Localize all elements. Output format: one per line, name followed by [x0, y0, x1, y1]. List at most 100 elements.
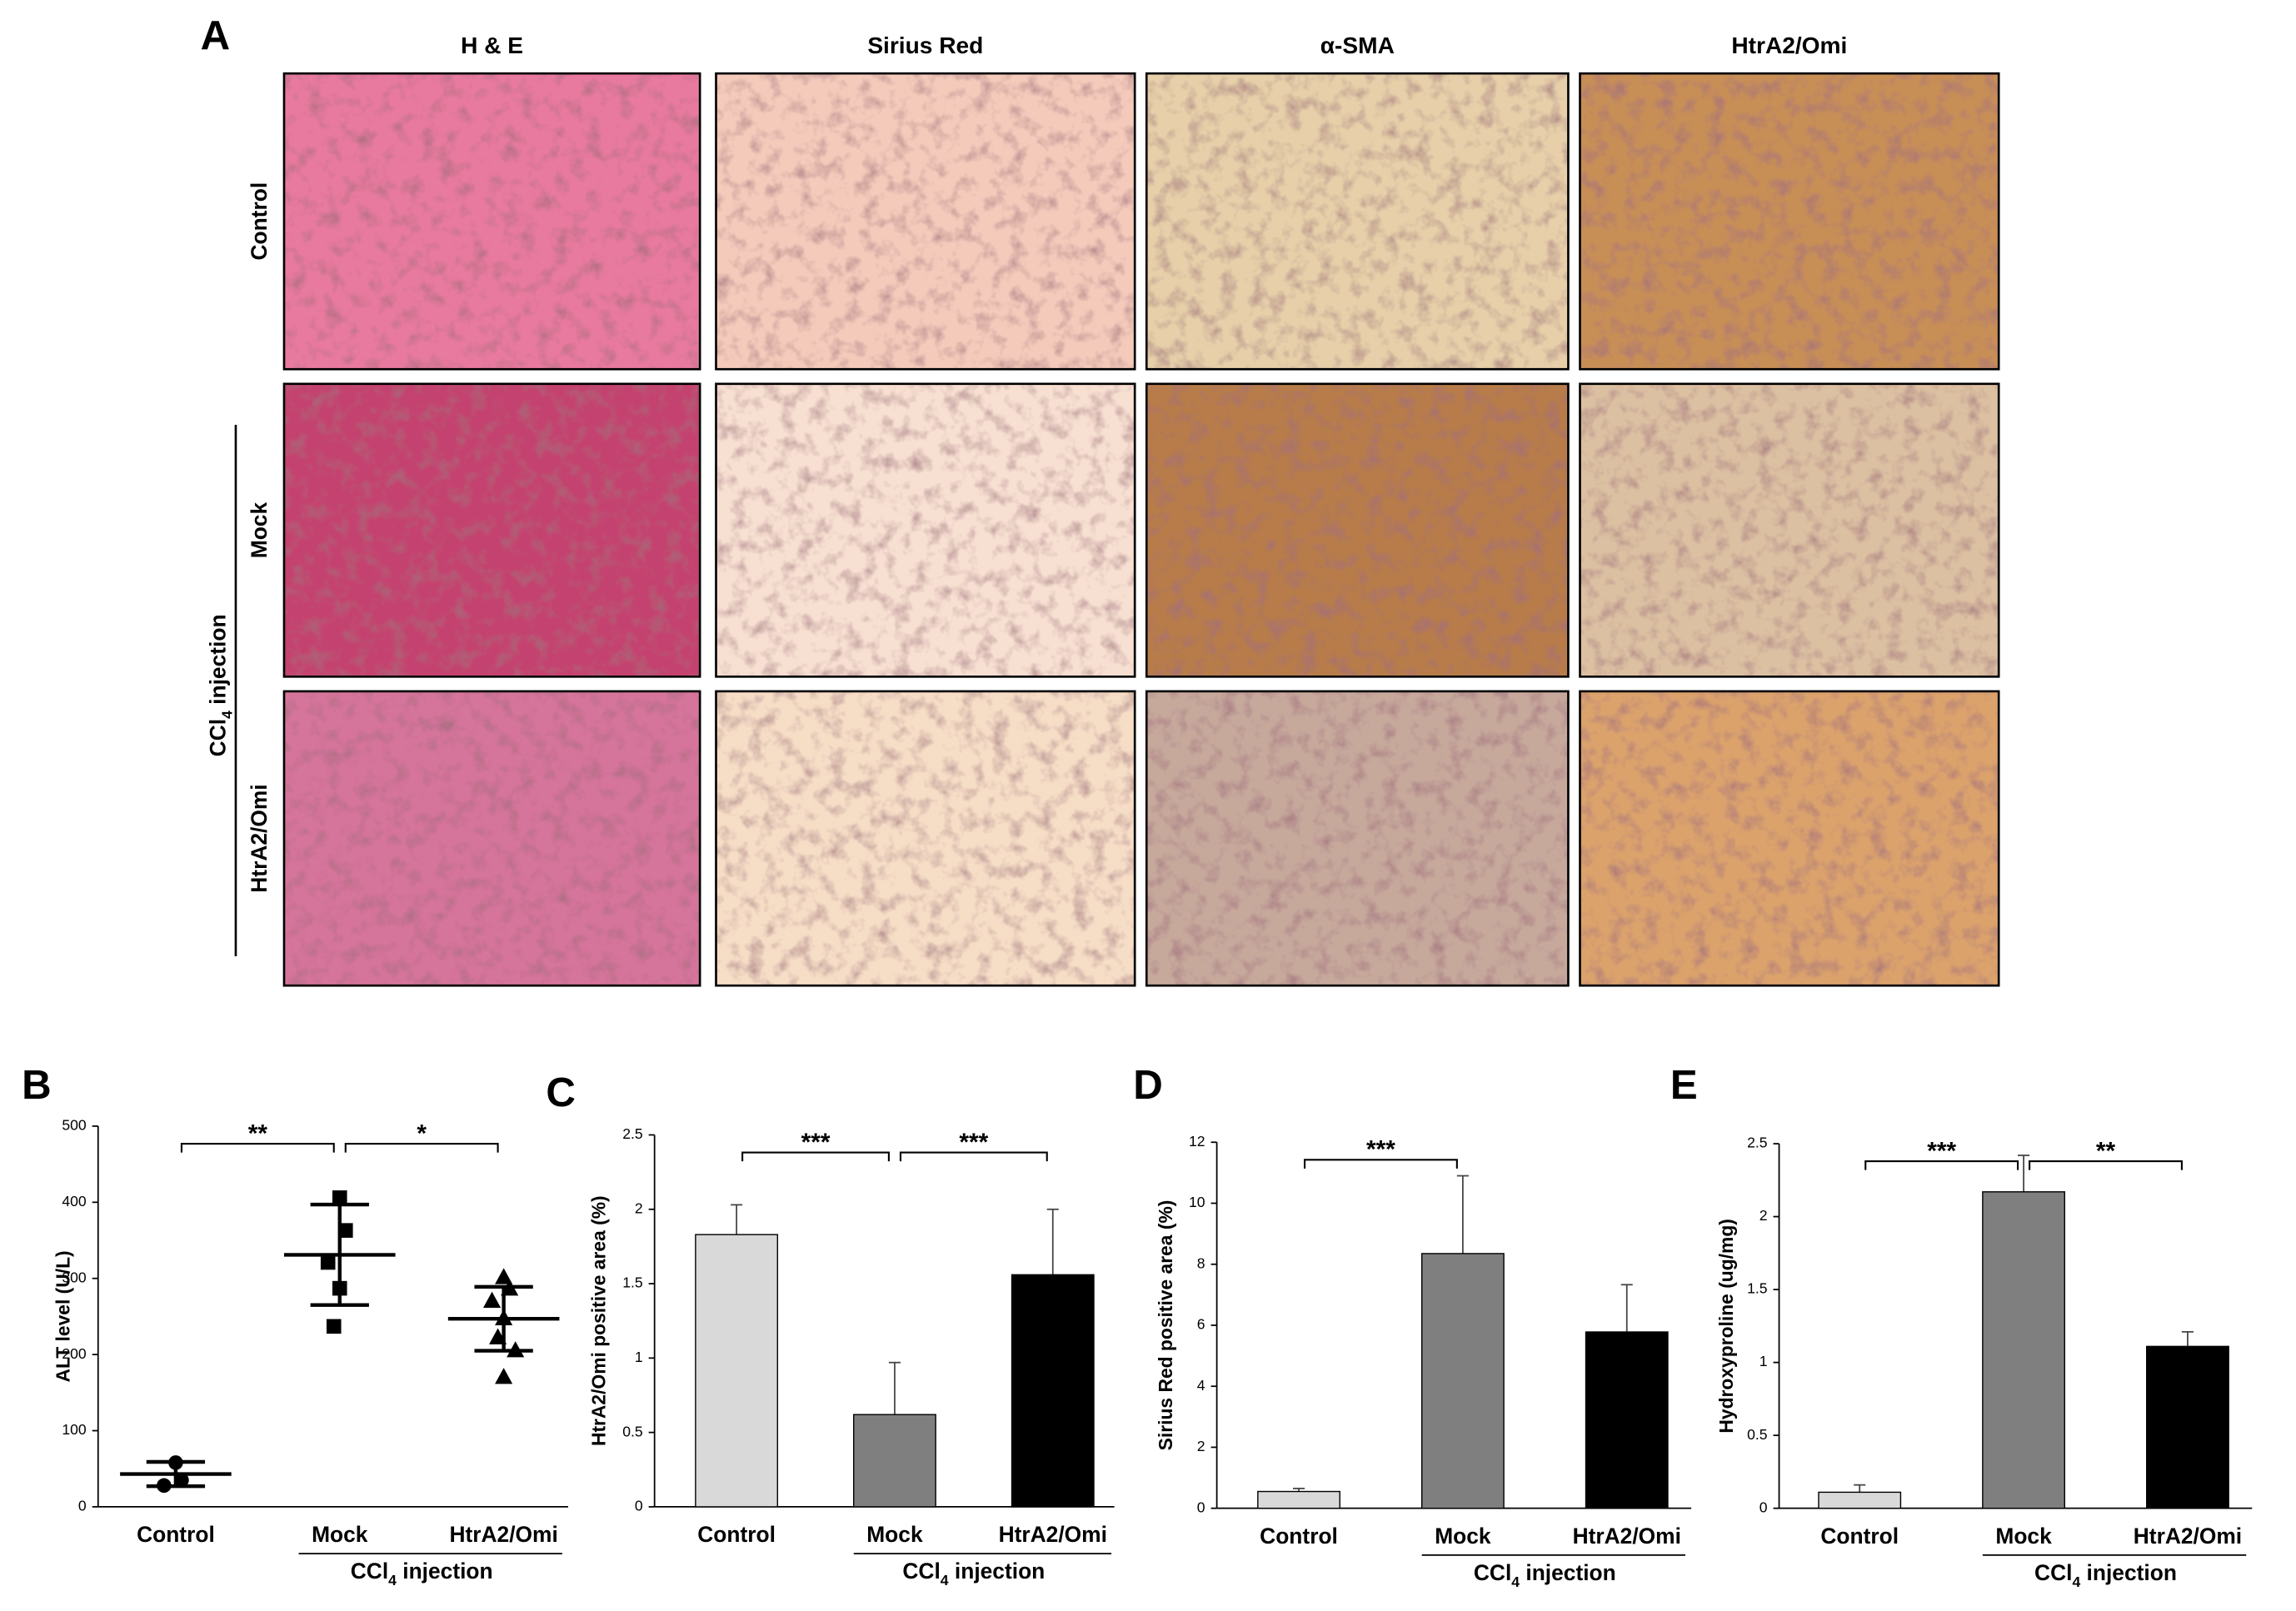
y-tick-label: 2 [1759, 1207, 1768, 1224]
micrograph [283, 383, 701, 677]
point [326, 1319, 342, 1334]
significance-label: ** [2096, 1137, 2116, 1165]
x-tick-label: Mock [866, 1522, 923, 1547]
group-label-sub: 4 [388, 1572, 397, 1589]
y-tick-label: 1 [1759, 1353, 1768, 1369]
significance-bracket [741, 1151, 890, 1162]
y-tick-label: 0 [1759, 1499, 1768, 1515]
group-label-tail: injection [397, 1559, 493, 1584]
group-label: CCl4 injection [2034, 1560, 2177, 1590]
y-axis-label: Hydroxyproline (ug/mg) [1715, 1219, 1737, 1433]
x-tick-label: Control [697, 1522, 776, 1547]
column-header: Sirius Red [867, 32, 983, 58]
x-tick-label: HtrA2/Omi [2134, 1524, 2242, 1549]
group-label-tail: injection [206, 614, 231, 711]
micrograph [1146, 383, 1569, 677]
y-tick-label: 0 [78, 1498, 87, 1514]
group-label-main: CCl [1474, 1560, 1511, 1585]
x-tick-label: Control [1820, 1524, 1899, 1549]
y-axis-label: ALT level (U/L) [52, 1250, 73, 1382]
y-tick-label: 100 [62, 1421, 87, 1438]
point [338, 1223, 353, 1238]
bar [853, 1414, 936, 1508]
significance-label: *** [801, 1129, 831, 1156]
micrograph [1146, 691, 1569, 986]
micrograph [1580, 383, 1999, 677]
y-tick-label: 2.5 [1747, 1135, 1768, 1151]
significance-bracket [2029, 1160, 2183, 1170]
x-tick-label: HtrA2/Omi [449, 1522, 557, 1547]
bar [1982, 1191, 2065, 1509]
group-label-main: CCl [2034, 1560, 2072, 1585]
group-label-sub: 4 [218, 711, 235, 719]
y-tick-label: 12 [1189, 1133, 1205, 1150]
bar [2146, 1345, 2229, 1509]
micrograph [1580, 691, 1999, 986]
x-tick-label: HtrA2/Omi [999, 1522, 1107, 1547]
point [495, 1368, 513, 1384]
panel-letter: D [1133, 1062, 1163, 1108]
micrograph-border [282, 72, 701, 371]
panel-letter: A [201, 12, 231, 58]
significance-label: *** [959, 1129, 988, 1156]
bar [1818, 1491, 1902, 1509]
x-tick-label: Mock [312, 1522, 368, 1547]
column-header: H & E [461, 32, 523, 58]
micrograph-border [715, 382, 1136, 678]
y-tick-label: 1 [635, 1349, 643, 1365]
y-tick-label: 4 [1197, 1377, 1205, 1394]
significance-label: * [417, 1120, 427, 1147]
micrograph-border [282, 690, 701, 987]
row-label: Control [247, 182, 272, 261]
panel-letter: B [22, 1062, 52, 1108]
y-tick-label: 500 [62, 1117, 87, 1134]
micrograph [283, 73, 701, 370]
group-label-tail: injection [949, 1559, 1046, 1584]
y-tick-label: 300 [62, 1269, 87, 1285]
micrograph [1580, 73, 1999, 370]
y-tick-label: 1.5 [1747, 1280, 1768, 1297]
y-tick-label: 400 [62, 1193, 87, 1209]
y-tick-label: 2 [635, 1200, 643, 1216]
bar [1011, 1274, 1095, 1508]
panel-letter: C [546, 1070, 576, 1115]
micrograph [716, 691, 1136, 986]
y-tick-label: 0.5 [622, 1423, 643, 1439]
micrograph-border [1145, 382, 1570, 678]
micrograph-border [1145, 690, 1570, 987]
micrograph-border [715, 690, 1136, 987]
group-label-sub: 4 [2072, 1573, 2080, 1589]
y-tick-label: 2.5 [622, 1125, 643, 1142]
group-label: CCl4 injection [902, 1559, 1045, 1589]
group-label: CCl4 injection [351, 1559, 493, 1589]
y-tick-label: 200 [62, 1345, 87, 1362]
group-label-sub: 4 [941, 1572, 949, 1589]
group-label-tail: injection [1520, 1560, 1616, 1585]
micrograph-border [715, 72, 1136, 371]
micrograph-border [1145, 72, 1570, 371]
point [174, 1473, 189, 1488]
y-axis-label: HtrA2/Omi positive area (%) [588, 1195, 610, 1446]
point [495, 1268, 513, 1284]
group-label-main: CCl [206, 719, 231, 756]
y-tick-label: 6 [1197, 1316, 1205, 1333]
group-label-tail: injection [2080, 1560, 2177, 1585]
y-tick-label: 0.5 [1747, 1426, 1768, 1443]
point [483, 1291, 502, 1309]
y-tick-label: 0 [635, 1498, 643, 1514]
y-tick-label: 8 [1197, 1254, 1205, 1271]
micrograph-border [1579, 690, 2000, 987]
y-tick-label: 2 [1197, 1438, 1205, 1454]
bar [695, 1234, 779, 1508]
micrograph-border [282, 382, 701, 678]
x-tick-label: Mock [1995, 1524, 2052, 1549]
x-tick-label: Control [137, 1522, 215, 1547]
x-tick-label: Mock [1435, 1524, 1491, 1549]
point [332, 1190, 347, 1205]
significance-label: *** [1927, 1137, 1956, 1165]
point [320, 1254, 336, 1270]
significance-bracket [344, 1142, 499, 1153]
micrograph-border [1579, 382, 2000, 678]
significance-label: ** [248, 1120, 268, 1147]
